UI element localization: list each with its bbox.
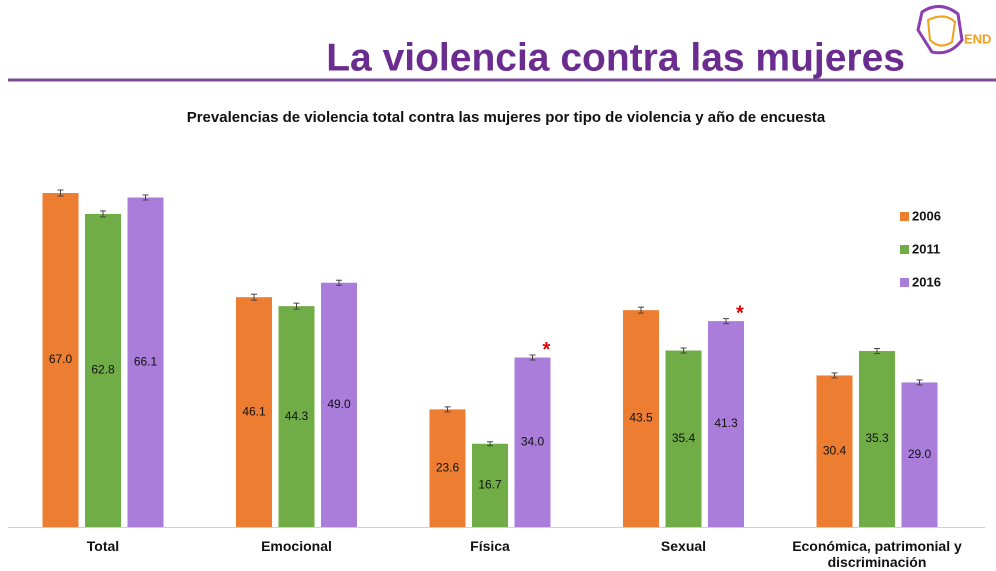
value-label: 67.0	[49, 352, 73, 366]
bar	[859, 351, 895, 527]
bar	[127, 197, 164, 527]
legend-label: 2011	[912, 241, 940, 256]
logo: END	[916, 5, 991, 55]
value-label: 41.3	[714, 416, 738, 430]
bar	[236, 297, 272, 527]
value-label: 34.0	[521, 434, 545, 448]
bar	[278, 306, 315, 527]
significance-marker: *	[543, 339, 551, 361]
bar	[623, 310, 659, 527]
value-label: 46.1	[242, 404, 266, 418]
x-tick-label: Económica, patrimonial y discriminación	[792, 538, 962, 570]
value-label: 23.6	[436, 460, 460, 474]
bar	[321, 282, 357, 527]
value-label: 35.4	[672, 431, 696, 445]
value-label: 35.3	[865, 431, 889, 445]
value-label: 30.4	[823, 443, 847, 457]
legend-swatch	[900, 212, 909, 221]
value-label: 16.7	[478, 478, 502, 492]
x-tick-label: Emocional	[261, 538, 332, 554]
bar	[85, 213, 121, 527]
value-label: 62.8	[91, 363, 115, 377]
chart-subtitle: Prevalencias de violencia total contra l…	[187, 109, 826, 126]
bar	[665, 350, 702, 527]
value-label: 49.0	[327, 397, 351, 411]
bar	[816, 375, 853, 527]
value-label: 43.5	[629, 411, 653, 425]
legend-swatch	[900, 278, 909, 287]
significance-marker: *	[736, 302, 744, 324]
bar	[708, 321, 744, 527]
chart-title: La violencia contra las mujeres	[326, 36, 905, 79]
value-label: 66.1	[134, 354, 158, 368]
bar	[429, 409, 466, 527]
legend-label: 2006	[912, 208, 941, 223]
bar	[514, 357, 551, 527]
bar	[901, 382, 938, 527]
value-label: 29.0	[908, 447, 932, 461]
legend-swatch	[900, 245, 909, 254]
bar	[472, 443, 508, 527]
legend-label: 2016	[912, 274, 941, 289]
value-label: 44.3	[285, 409, 309, 423]
x-tick-label: Sexual	[660, 538, 707, 554]
x-tick-label: Física	[470, 538, 510, 554]
x-tick-label: Total	[86, 538, 120, 554]
logo-text: END	[964, 31, 991, 46]
bar	[42, 193, 79, 527]
